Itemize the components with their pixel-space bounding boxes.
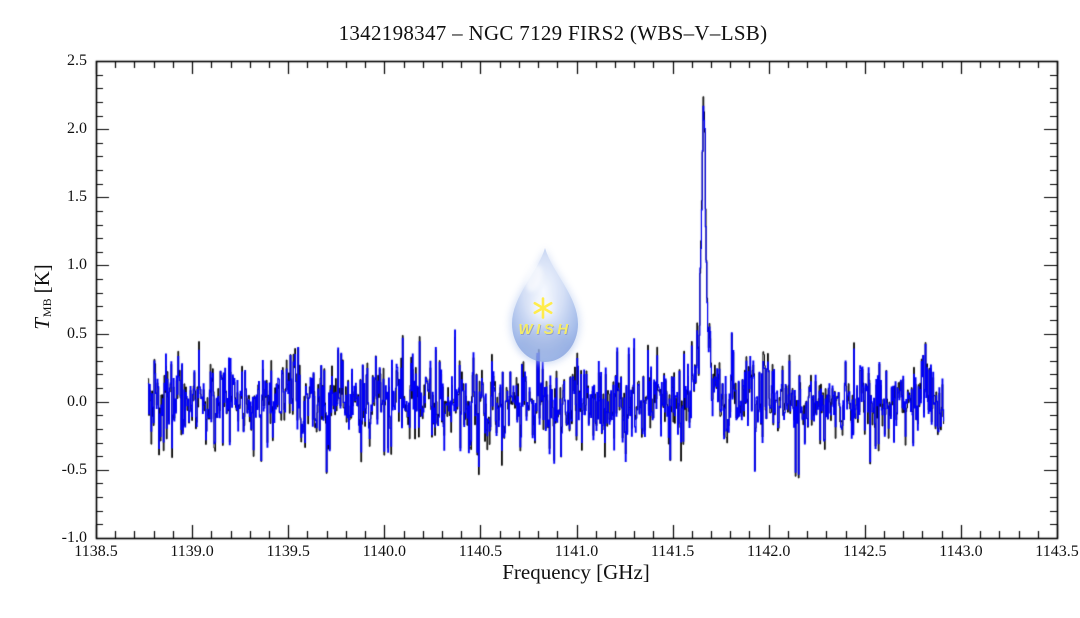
drop-highlight	[525, 264, 543, 292]
y-tick-label: -1.0	[61, 529, 87, 546]
x-tick-label: 1139.5	[266, 543, 310, 560]
wish-label: WISH	[518, 321, 571, 338]
drop-inner-shade	[519, 327, 571, 357]
y-tick-label: 0.5	[67, 324, 87, 342]
x-tick-label: 1141.0	[554, 543, 599, 560]
x-tick-label: 1140.0	[362, 543, 406, 560]
six-point-star-icon	[533, 297, 553, 319]
x-tick-label: 1139.0	[170, 543, 214, 560]
x-axis-label: Frequency [GHz]	[502, 560, 650, 584]
plot-title: 1342198347 – NGC 7129 FIRS2 (WBS–V–LSB)	[338, 21, 768, 45]
y-tick-label: 0.0	[67, 392, 87, 410]
x-tick-label: 1142.0	[746, 543, 791, 560]
y-tick-label: 1.5	[67, 188, 87, 206]
x-tick-label: 1143.0	[939, 543, 983, 560]
x-tick-label: 1138.5	[74, 543, 118, 560]
y-axis-label: T MB [K]	[29, 217, 55, 377]
x-tick-label: 1140.5	[458, 543, 503, 560]
ylabel-subscript: MB	[39, 298, 54, 318]
y-tick-label: 2.0	[67, 120, 87, 138]
wish-watermark: WISH WISH	[510, 248, 580, 364]
y-tick-label: 2.5	[67, 52, 87, 69]
y-tick-label: 1.0	[67, 256, 87, 274]
wish-label-shadow: WISH	[519, 322, 572, 339]
x-tick-label: 1142.5	[843, 543, 887, 560]
x-tick-label: 1141.5	[650, 543, 695, 560]
x-tick-label: 1143.5	[1035, 543, 1079, 560]
y-tick-label: -0.5	[61, 460, 87, 478]
